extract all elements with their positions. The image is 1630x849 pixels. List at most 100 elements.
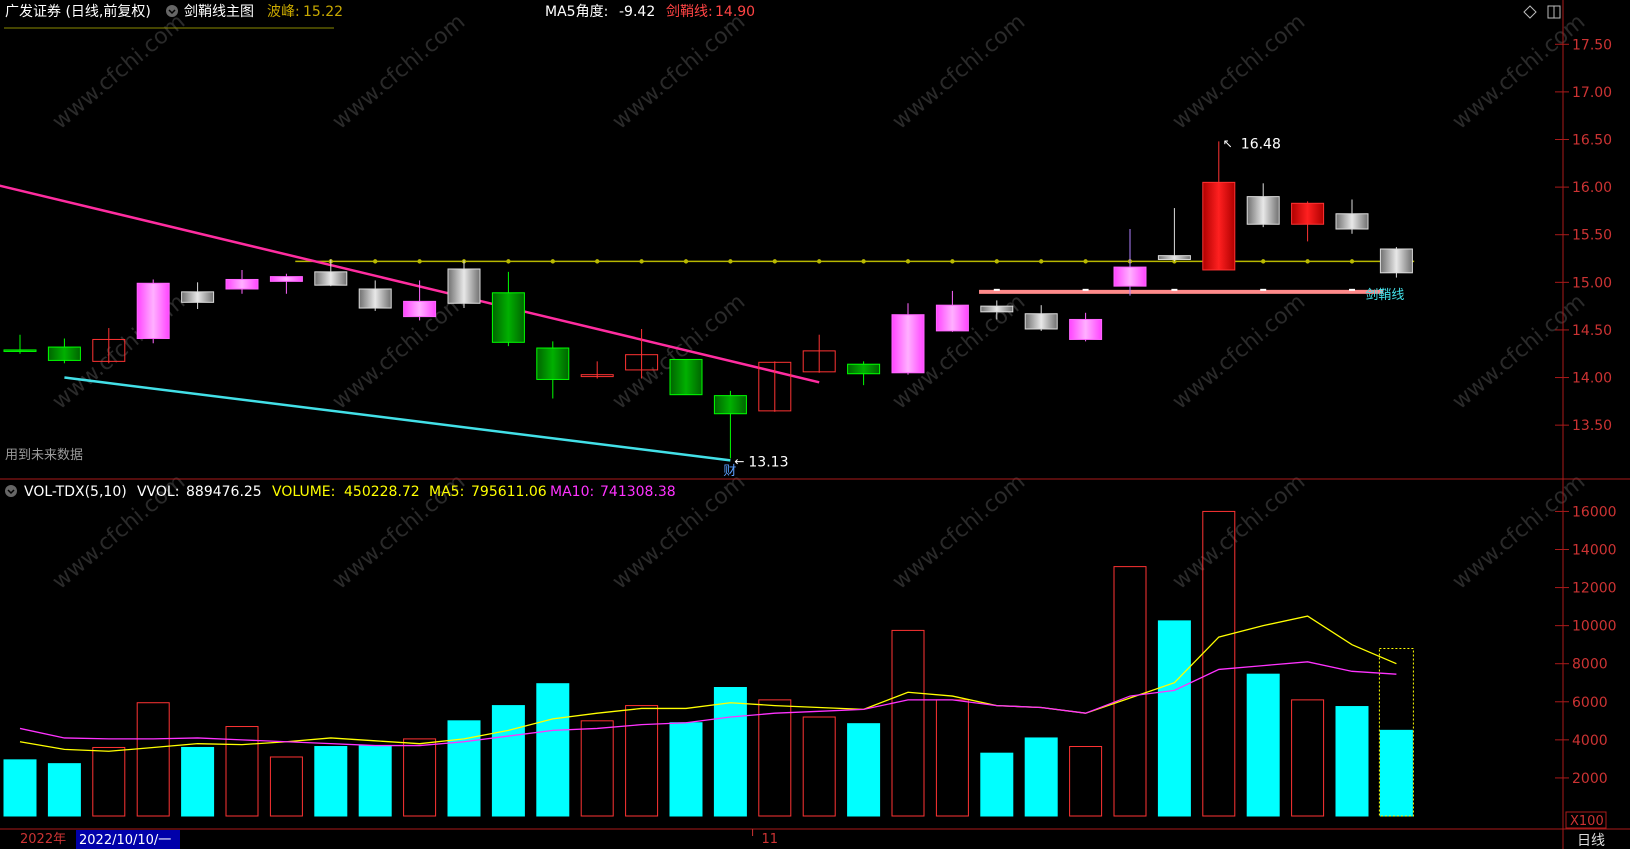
wave-peak-dot [817, 259, 822, 264]
volume-bar [1069, 746, 1103, 817]
candle-body [1335, 213, 1369, 230]
candle-body [935, 304, 969, 332]
candle-body [1202, 181, 1236, 271]
candle-body [1069, 318, 1103, 340]
volume-bar [225, 726, 259, 817]
trend-lines [0, 184, 820, 462]
cursor-date: 2022/10/10/一 [79, 833, 171, 848]
volume-bar [1335, 706, 1369, 817]
volume-bar [1157, 620, 1191, 817]
current-bar-highlight [1378, 647, 1414, 817]
volume-bar [269, 756, 303, 817]
vvol-label: VVOL: [137, 484, 179, 500]
candle-body [225, 278, 259, 290]
wave-peak-dot [1349, 259, 1355, 264]
volume-bar [1246, 673, 1280, 817]
candle-body [847, 363, 881, 375]
indicator-name: 剑鞘线主图 [184, 4, 254, 20]
wave-peak-dot [1261, 259, 1266, 264]
volume-bar [758, 699, 792, 817]
volume-bar [358, 745, 392, 817]
chevron-down-icon [7, 489, 15, 495]
wave-peak-dot [639, 259, 644, 264]
time-axis: 2022年 2022/10/10/一 11 日线 [20, 830, 1605, 849]
volume-value: 450228.72 [344, 484, 420, 500]
low-arrow-icon: ← [734, 454, 744, 468]
price-tick-label: 15.50 [1572, 228, 1612, 244]
jq-line-marker [993, 288, 1000, 291]
indicator-toggle-icon[interactable] [166, 5, 178, 17]
vol-ma5-value: 795611.06 [471, 484, 547, 500]
wave-peak-dot [861, 259, 866, 264]
volume-ma10-line [19, 661, 1397, 747]
candle-body [1246, 196, 1280, 225]
stock-title: 广发证券 (日线,前复权) [5, 3, 151, 20]
volume-bar [980, 752, 1014, 817]
jq-label: 剑鞘线: [666, 4, 713, 20]
level-lines [295, 259, 1415, 294]
candle-body [3, 349, 37, 352]
period-label[interactable]: 日线 [1577, 833, 1605, 849]
volume-bar [847, 723, 881, 817]
volume-tick-label: 4000 [1572, 733, 1608, 749]
candle-body [269, 276, 303, 282]
candle-body [980, 305, 1014, 313]
volume-tick-label: 14000 [1572, 542, 1617, 558]
wave-peak-dot [595, 259, 600, 264]
price-tick-label: 17.50 [1572, 37, 1612, 53]
vol-ma10-value: 741308.38 [600, 484, 676, 500]
volume-tick-label: 10000 [1572, 619, 1617, 635]
downtrend-support-line [64, 376, 731, 462]
price-annotations: 16.48 ↖ 13.13 ← 财 用到未来数据 剑鞘线 [5, 136, 1404, 479]
wave-peak-dot [1305, 259, 1310, 264]
candle-body [314, 271, 348, 286]
ma5-angle-value: -9.42 [619, 4, 655, 20]
jq-value: 14.90 [715, 4, 755, 20]
candle-body [403, 300, 437, 318]
vvol-value: 889476.25 [186, 484, 262, 500]
candle-body [669, 358, 703, 396]
volume-moving-averages [19, 615, 1397, 752]
candle-body [625, 354, 659, 371]
month-label: 11 [761, 832, 778, 847]
vol-indicator-name: VOL-TDX(5,10) [24, 484, 127, 500]
volume-tick-label: 16000 [1572, 504, 1617, 520]
jq-line-label: 剑鞘线 [1365, 287, 1404, 303]
price-axis: 17.50 17.00 16.50 16.00 15.50 15.00 14.50 14.00… [1555, 37, 1612, 434]
volume-bar [47, 763, 81, 817]
year-label: 2022年 [20, 832, 66, 847]
candle-body [580, 374, 614, 378]
price-tick-label: 14.00 [1572, 371, 1612, 387]
jq-line-marker [1082, 288, 1089, 291]
volume-bar [1024, 737, 1058, 817]
volume-tick-label: 6000 [1572, 695, 1608, 711]
candle-body [536, 347, 570, 380]
candle-body [1024, 313, 1058, 330]
volume-tick-label: 12000 [1572, 581, 1617, 597]
candle-body [1291, 202, 1325, 225]
wave-label: 波峰: [267, 4, 300, 20]
future-data-note: 用到未来数据 [5, 448, 83, 463]
candle-body [891, 314, 925, 374]
price-tick-label: 13.50 [1572, 418, 1612, 434]
volume-bar [3, 759, 37, 817]
volume-bar [713, 687, 747, 817]
price-tick-label: 16.50 [1572, 133, 1612, 149]
volume-bar [314, 746, 348, 817]
volume-bar [403, 738, 437, 817]
candle-body [1113, 266, 1147, 287]
price-tick-label: 16.00 [1572, 180, 1612, 196]
price-tick-label: 17.00 [1572, 85, 1612, 101]
volume-bar [625, 705, 659, 817]
candle-body [358, 288, 392, 309]
volume-toggle-icon[interactable] [5, 485, 17, 497]
diamond-icon[interactable] [1523, 5, 1537, 19]
wave-peak-dot [417, 259, 422, 264]
wave-peak-dot [772, 259, 777, 264]
candle-body [447, 268, 481, 304]
volume-tick-label: 2000 [1572, 771, 1608, 787]
vol-ma5-label: MA5: [429, 484, 464, 500]
